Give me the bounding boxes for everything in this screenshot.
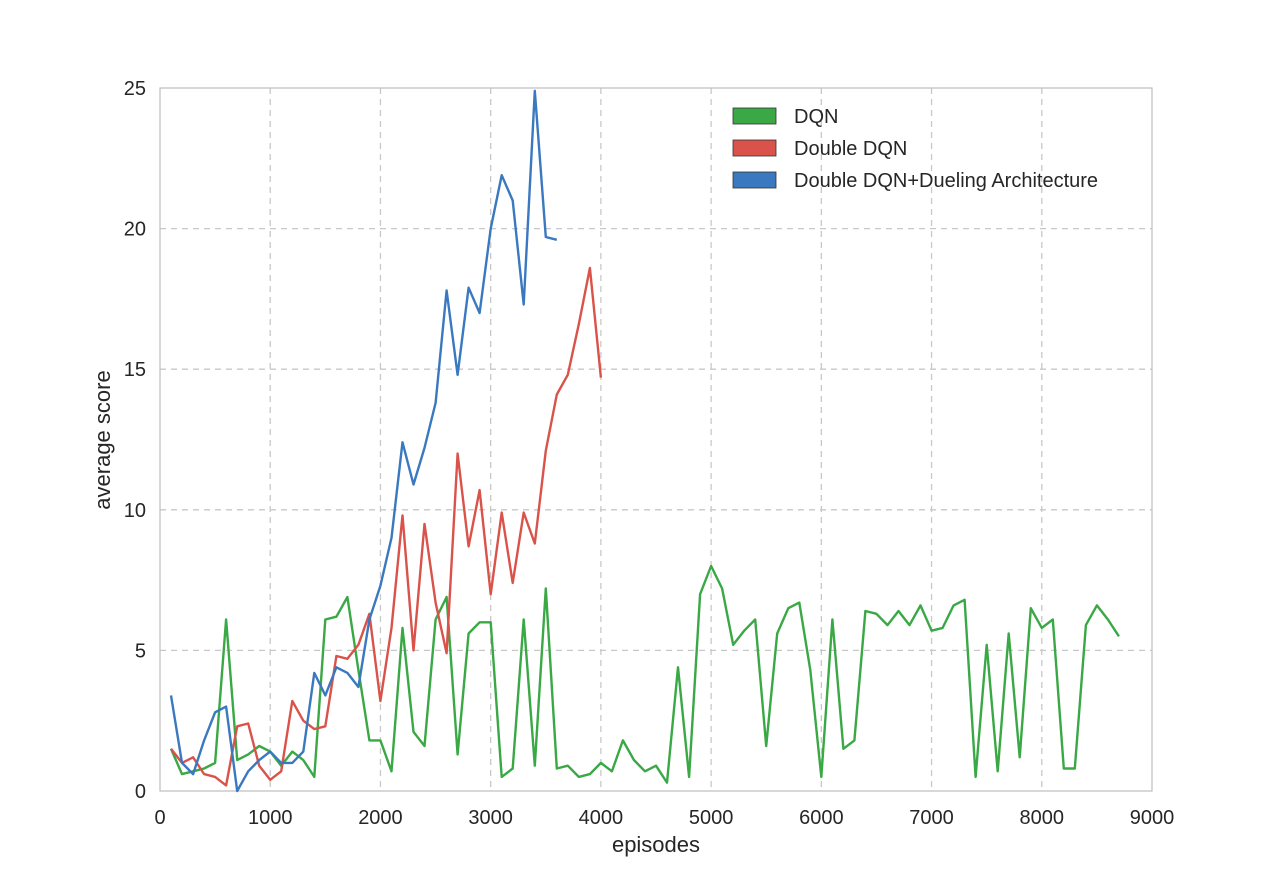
y-tick-label: 0 [135, 781, 146, 803]
x-tick-label: 2000 [358, 807, 403, 829]
legend-swatch-double-dqn [732, 139, 777, 157]
x-tick-label: 8000 [1020, 807, 1065, 829]
series-line-double-dqn [170, 266, 603, 787]
legend-swatch-double-dqn-dueling-architecture [732, 171, 777, 189]
x-tick-label: 7000 [909, 807, 954, 829]
x-axis-label: episodes [612, 832, 700, 857]
grid [160, 88, 1152, 791]
x-tick-label: 4000 [579, 807, 624, 829]
y-tick-label: 10 [124, 500, 146, 522]
legend-swatch-dqn [732, 107, 777, 125]
y-axis-ticks: 0 5 10 15 20 25 [124, 78, 146, 803]
legend-label-dqn: DQN [794, 106, 838, 128]
series-line-double-dqn-dueling-architecture [169, 89, 558, 793]
x-tick-label: 0 [154, 807, 165, 829]
series-lines [169, 89, 1120, 793]
x-tick-label: 6000 [799, 807, 844, 829]
x-tick-label: 5000 [689, 807, 734, 829]
y-axis-label: average score [90, 370, 115, 509]
x-tick-label: 1000 [248, 807, 293, 829]
plot-area [159, 87, 1153, 792]
legend: DQN Double DQN Double DQN+Dueling Architec… [732, 106, 1098, 192]
legend-label-double-dqn: Double DQN [794, 138, 907, 160]
y-tick-label: 15 [124, 359, 146, 381]
y-tick-label: 5 [135, 640, 146, 662]
x-tick-label: 9000 [1130, 807, 1175, 829]
x-axis-ticks: 0 1000 2000 3000 4000 5000 6000 7000 8000 9000 [154, 807, 1174, 829]
y-tick-label: 25 [124, 78, 146, 100]
legend-label-double-dqn-dueling-architecture: Double DQN+Dueling Architecture [794, 170, 1098, 192]
y-tick-label: 20 [124, 219, 146, 241]
x-tick-label: 3000 [468, 807, 513, 829]
series-line-dqn [169, 564, 1120, 784]
